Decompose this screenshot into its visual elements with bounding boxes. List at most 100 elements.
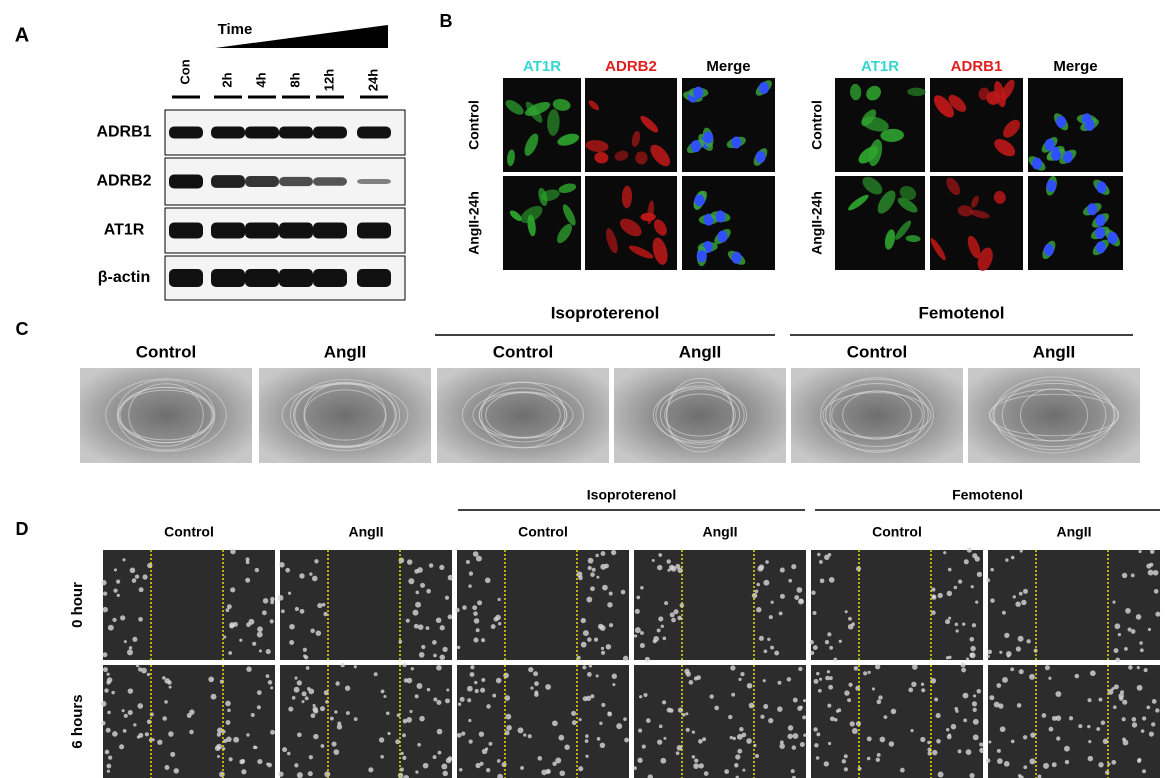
- cell-dot: [762, 679, 766, 683]
- cell-dot: [333, 749, 340, 756]
- cell-dot: [265, 674, 270, 678]
- cell-dot: [791, 775, 796, 778]
- cell-dot: [856, 566, 862, 572]
- cell-dot: [779, 593, 785, 599]
- nucleus: [731, 251, 742, 264]
- label: Control: [493, 342, 553, 361]
- cell-dot: [735, 775, 739, 778]
- cell-dot: [748, 702, 755, 709]
- cell-dot: [636, 595, 641, 600]
- cell-dot: [1015, 646, 1021, 652]
- band: [279, 222, 313, 239]
- cell-dot: [624, 737, 629, 743]
- cell-dot: [106, 677, 113, 683]
- cell-dot: [473, 611, 478, 616]
- cell-dot: [495, 677, 502, 684]
- cell-dot: [436, 664, 442, 671]
- tube-network: [655, 385, 745, 445]
- cell-dot: [732, 736, 736, 741]
- label: 2h: [219, 72, 234, 87]
- cell-dot: [227, 708, 231, 713]
- cell-dot: [162, 676, 166, 680]
- cell-dot: [969, 652, 974, 658]
- cell: [907, 87, 926, 97]
- cell-dot: [787, 725, 794, 731]
- cell-dot: [827, 552, 832, 557]
- cell-dot: [763, 579, 770, 586]
- cell-dot: [405, 618, 410, 623]
- cell-dot: [106, 672, 110, 676]
- cell-dot: [397, 772, 404, 778]
- cell-dot: [533, 671, 539, 677]
- cell-dot: [1140, 729, 1145, 733]
- cell-dot: [1127, 627, 1132, 632]
- cell-dot: [841, 759, 847, 764]
- label: 0 hour: [69, 582, 86, 628]
- cell-dot: [135, 664, 140, 668]
- cell: [594, 151, 609, 164]
- cell-dot: [225, 720, 231, 726]
- band: [211, 126, 245, 139]
- cell-dot: [760, 714, 765, 719]
- band: [211, 175, 245, 188]
- cell-dot: [246, 666, 252, 672]
- scratch-image: [811, 665, 983, 778]
- band: [169, 269, 203, 287]
- cell-dot: [289, 623, 295, 630]
- cell-dot: [468, 571, 474, 576]
- cell: [552, 98, 571, 111]
- cell-dot: [862, 671, 868, 676]
- cell-dot: [1136, 666, 1140, 670]
- cell-dot: [559, 770, 566, 777]
- cell-dot: [798, 666, 803, 672]
- cell-dot: [1122, 739, 1129, 746]
- cell-dot: [417, 742, 421, 747]
- tube-network: [659, 388, 741, 442]
- cell-dot: [1089, 670, 1096, 677]
- cell-dot: [480, 687, 486, 693]
- cell: [948, 94, 967, 112]
- cell: [967, 235, 981, 259]
- cell-dot: [307, 771, 313, 777]
- cell-dot: [600, 646, 605, 651]
- cell-dot: [552, 761, 557, 766]
- band: [211, 269, 245, 287]
- cell-dot: [590, 572, 595, 577]
- label: β-actin: [98, 269, 150, 286]
- cell-dot: [270, 686, 274, 690]
- cell-dot: [990, 598, 995, 603]
- cell: [994, 139, 1016, 157]
- scratch-image: [103, 550, 275, 660]
- cell-dot: [947, 567, 952, 572]
- label: AngII: [679, 342, 722, 361]
- cell-dot: [490, 624, 496, 630]
- cell: [631, 130, 641, 147]
- label: Isoproterenol: [587, 487, 676, 503]
- cell: [993, 190, 1006, 204]
- cell: [866, 85, 881, 101]
- cell-dot: [497, 773, 504, 778]
- cell-dot: [120, 615, 126, 621]
- cell-dot: [245, 560, 250, 565]
- cell-dot: [420, 582, 426, 588]
- cell-dot: [899, 767, 905, 773]
- nucleus: [1087, 203, 1098, 216]
- cell-dot: [790, 769, 795, 774]
- cell-dot: [1064, 759, 1070, 765]
- cell-dot: [216, 727, 223, 734]
- cell: [970, 210, 990, 219]
- cell-dot: [1139, 648, 1144, 653]
- cell-dot: [102, 591, 108, 596]
- cell-dot: [813, 678, 819, 684]
- cell-dot: [580, 617, 587, 624]
- cell-dot: [787, 733, 793, 740]
- cell-dot: [421, 644, 426, 650]
- cell-dot: [1121, 717, 1126, 722]
- cell: [858, 146, 879, 164]
- cell-dot: [879, 736, 886, 743]
- tube-network: [820, 378, 934, 452]
- cell-dot: [252, 641, 257, 646]
- cell-dot: [1068, 716, 1074, 721]
- label: AT1R: [523, 58, 561, 75]
- cell-dot: [1117, 632, 1122, 637]
